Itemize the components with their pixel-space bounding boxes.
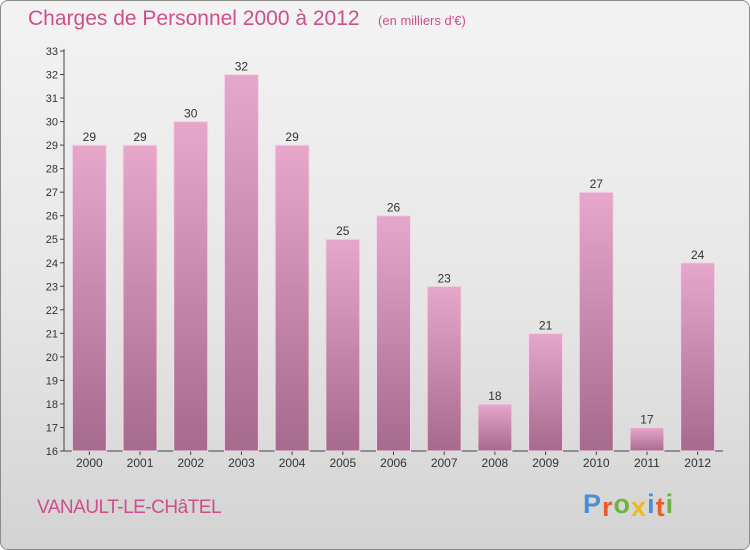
x-tick-label: 2004 (279, 456, 306, 470)
y-tick-label: 26 (46, 211, 58, 223)
bar-2007 (426, 285, 462, 452)
commune-name: VANAULT-LE-CHâTEL (37, 497, 222, 518)
bar-value-label: 32 (235, 60, 249, 74)
bar-value-label: 18 (488, 389, 502, 403)
logo-letter: r (602, 492, 614, 522)
y-tick-label: 30 (46, 117, 58, 129)
bar-2008 (477, 403, 513, 452)
x-tick-label: 2012 (684, 456, 711, 470)
chart-title: Charges de Personnel 2000 à 2012 (28, 7, 360, 30)
x-tick-label: 2000 (76, 456, 103, 470)
logo-letter: P (583, 489, 603, 519)
bar-value-label: 27 (590, 177, 604, 191)
bar-2011 (629, 426, 665, 452)
y-tick-label: 24 (46, 258, 58, 270)
bar-value-label: 23 (438, 271, 452, 285)
bar-2010 (578, 191, 614, 452)
bar-layer (71, 74, 716, 452)
y-tick-label: 25 (46, 234, 58, 246)
y-tick-label: 22 (46, 305, 58, 317)
bar-value-label: 26 (387, 201, 401, 215)
title-row: Charges de Personnel 2000 à 2012 (en mil… (28, 7, 466, 31)
bar-2000 (71, 144, 107, 452)
logo-letter: t (655, 492, 666, 522)
x-tick-label: 2001 (127, 456, 154, 470)
bar-value-label: 29 (83, 130, 97, 144)
bar-value-label: 24 (691, 248, 705, 262)
x-tick-label: 2003 (228, 456, 255, 470)
y-tick-label: 31 (46, 93, 58, 105)
y-tick-label: 19 (46, 375, 58, 387)
x-tick-label: 2006 (380, 456, 407, 470)
y-tick-label: 32 (46, 70, 58, 82)
chart-unit-label: (en milliers d'€) (378, 13, 466, 28)
x-tick-label: 2011 (634, 456, 660, 470)
y-tick-label: 27 (46, 187, 58, 199)
bar-value-label: 29 (133, 130, 147, 144)
x-tick-label: 2010 (583, 456, 610, 470)
x-tick-label: 2005 (329, 456, 356, 470)
x-tick-label: 2002 (177, 456, 204, 470)
x-tick-label: 2009 (532, 456, 559, 470)
proxiti-logo[interactable]: Proxiti (583, 489, 675, 522)
y-tick-label: 20 (46, 352, 58, 364)
bar-value-label: 29 (285, 130, 299, 144)
bar-value-label: 25 (336, 224, 350, 238)
logo-letter: x (631, 492, 648, 522)
bar-value-label: 30 (184, 107, 198, 121)
bar-2006 (376, 215, 411, 452)
x-tick-label: 2008 (482, 456, 509, 470)
y-tick-label: 21 (46, 328, 58, 340)
bar-2009 (528, 332, 564, 452)
bar-2002 (173, 121, 209, 452)
bar-2012 (680, 262, 716, 452)
bar-2003 (223, 74, 259, 452)
x-tick-label: 2007 (431, 456, 458, 470)
logo-letter: i (647, 489, 656, 519)
y-tick-label: 23 (46, 281, 58, 293)
y-tick-label: 18 (46, 399, 58, 411)
logo-letter: o (613, 489, 632, 519)
logo-letter: i (665, 489, 675, 519)
bar-2004 (274, 144, 310, 452)
y-tick-label: 33 (46, 46, 58, 58)
bar-value-label: 21 (539, 318, 553, 332)
y-tick-label: 28 (46, 164, 58, 176)
bar-value-label: 17 (640, 412, 654, 426)
y-tick-label: 17 (46, 422, 58, 434)
y-tick-label: 29 (46, 140, 58, 152)
bar-2001 (122, 144, 158, 452)
y-tick-label: 16 (46, 446, 58, 458)
bar-2005 (325, 238, 361, 452)
label-layer: 29 2000 29 2001 30 2002 32 2003 29 2004 25 2005 26 20… (76, 60, 711, 470)
